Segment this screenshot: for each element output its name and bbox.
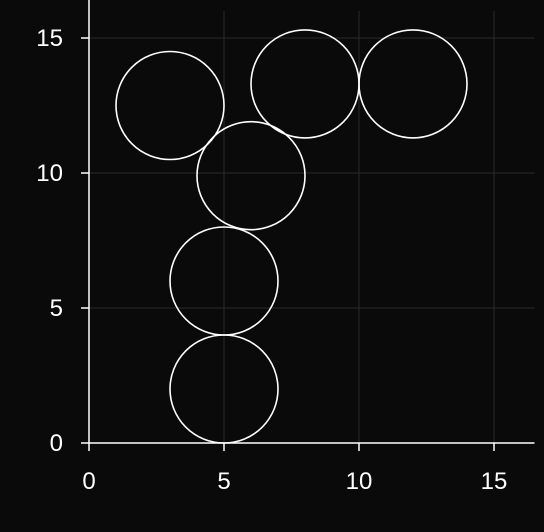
x-tick-label: 15 (481, 468, 508, 495)
data-points (115, 29, 468, 444)
y-tick-label: 15 (36, 25, 63, 52)
axes (88, 0, 535, 444)
x-tick-label: 5 (217, 468, 230, 495)
y-tick-label: 0 (50, 430, 63, 457)
y-tick-label: 10 (36, 160, 63, 187)
y-tick-label: 5 (50, 295, 63, 322)
x-tick-label: 0 (82, 468, 95, 495)
data-point (196, 120, 306, 231)
data-point (115, 50, 225, 161)
data-point (169, 226, 279, 336)
x-tick-label: 10 (346, 468, 373, 495)
ticks: 0 5 10 15 0 5 10 15 (36, 25, 507, 495)
grid (89, 11, 535, 443)
data-point (358, 29, 468, 139)
